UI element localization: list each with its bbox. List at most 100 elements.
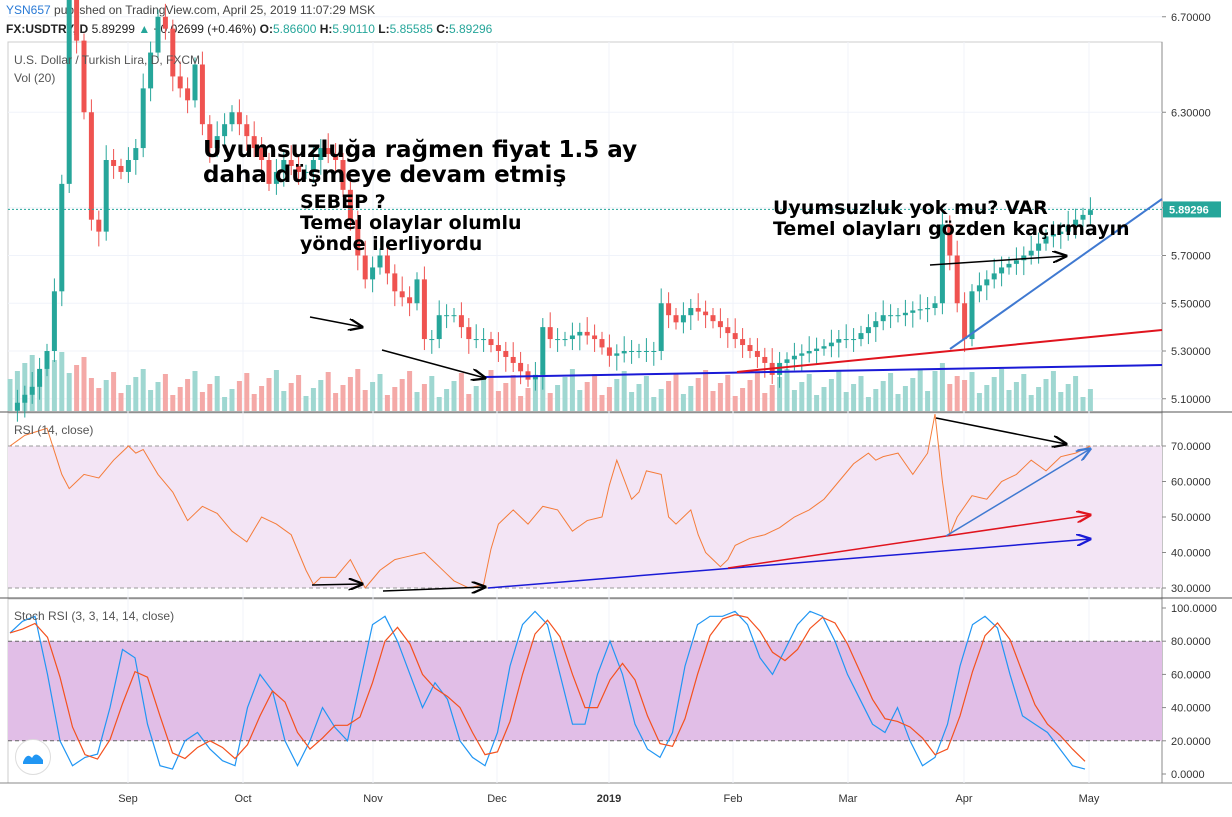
volume-bar	[288, 383, 294, 411]
candle-body	[251, 136, 257, 149]
candle-body	[895, 315, 901, 317]
annotation-line: yönde ilerliyordu	[300, 233, 483, 255]
volume-bar	[503, 383, 509, 411]
candle-body	[540, 327, 546, 375]
volume-bar	[303, 396, 309, 411]
support-trendline-light-blue	[949, 198, 1163, 350]
volume-bar	[947, 384, 953, 411]
open-value: 5.86600	[272, 22, 317, 36]
stoch-tick-label: 20.0000	[1171, 736, 1211, 748]
high-label: H:	[319, 22, 333, 36]
annotation-line: Uyumsuzluk yok mu? VAR	[773, 197, 1048, 219]
candle-body	[1036, 243, 1042, 251]
volume-bar	[710, 391, 716, 411]
volume-bar	[222, 397, 228, 411]
candle-body	[429, 339, 435, 341]
candle-body	[303, 171, 309, 173]
author-name[interactable]: YSN657	[6, 3, 51, 17]
volume-bar	[96, 388, 102, 411]
volume-bar	[828, 379, 834, 411]
volume-bar	[229, 389, 235, 411]
volume-bar	[991, 377, 997, 411]
volume-bar	[910, 378, 916, 411]
candle-body	[710, 315, 716, 322]
volume-bar	[458, 373, 464, 411]
candle-body	[999, 267, 1005, 274]
volume-bar	[851, 384, 857, 411]
candle-body	[481, 339, 487, 341]
tradingview-logo-icon[interactable]	[15, 739, 51, 775]
volume-bar	[888, 373, 894, 411]
volume-bar	[999, 369, 1005, 411]
volume-bar	[436, 397, 442, 411]
candle-body	[584, 331, 590, 336]
price-arrow	[381, 349, 485, 378]
price-tick-label: 5.50000	[1171, 298, 1211, 310]
volume-bar	[488, 370, 494, 411]
volume-bar	[969, 372, 975, 411]
volume-bar	[451, 381, 457, 411]
volume-bar	[103, 380, 109, 411]
volume-bar	[902, 386, 908, 411]
candle-body	[1065, 225, 1071, 232]
candle-body	[821, 346, 827, 349]
candle-body	[59, 183, 65, 292]
volume-bar	[814, 395, 820, 411]
candle-body	[37, 368, 43, 387]
candle-body	[1058, 231, 1064, 235]
volume-bar	[362, 390, 368, 411]
candle-body	[865, 327, 871, 334]
volume-bar	[658, 389, 664, 411]
volume-bar	[1080, 397, 1086, 411]
candle-body	[925, 308, 931, 310]
volume-bar	[784, 369, 790, 411]
volume-bar	[636, 384, 642, 411]
stoch-panel-title: Stoch RSI (3, 3, 14, 14, close)	[14, 609, 175, 623]
candle-body	[81, 40, 87, 113]
volume-bar	[962, 380, 968, 411]
volume-bar	[799, 382, 805, 411]
rsi-tick-label: 30.0000	[1171, 583, 1211, 595]
candle-body	[814, 348, 820, 351]
volume-bar	[577, 390, 583, 411]
candle-body	[155, 16, 161, 53]
annotation-reason-note: SEBEP ? Temel olaylar olumlu yönde ilerl…	[300, 192, 522, 255]
last-price-label: 5.89296	[1169, 204, 1209, 216]
volume-bar	[236, 381, 242, 411]
candle-body	[510, 356, 516, 363]
volume-bar	[629, 392, 635, 411]
candle-body	[488, 339, 494, 346]
time-tick-label: May	[1079, 793, 1100, 805]
volume-bar	[1013, 382, 1019, 411]
time-tick-label: 2019	[597, 793, 621, 805]
candle-body	[599, 339, 605, 348]
candle-body	[310, 160, 316, 172]
candle-body	[1050, 234, 1056, 237]
volume-bar	[399, 379, 405, 411]
candle-body	[436, 315, 442, 340]
volume-bar	[621, 371, 627, 411]
price-arrow	[929, 256, 1066, 266]
candle-body	[1087, 210, 1093, 215]
volume-bar	[525, 388, 531, 411]
rsi-line	[9, 413, 1091, 589]
rsi-band	[8, 446, 1162, 588]
volume-bar	[791, 390, 797, 411]
candle-body	[236, 112, 242, 125]
candle-body	[740, 339, 746, 346]
volume-bar	[133, 377, 139, 411]
candle-body	[555, 339, 561, 341]
volume-bar	[111, 372, 117, 411]
volume-bar	[421, 384, 427, 411]
price-tick-label: 6.70000	[1171, 12, 1211, 24]
candle-body	[725, 327, 731, 334]
volume-bar	[370, 382, 376, 411]
candle-body	[1043, 236, 1049, 244]
candle-body	[636, 351, 642, 352]
rsi-tick-label: 40.0000	[1171, 548, 1211, 560]
candle-body	[370, 267, 376, 280]
volume-bar	[118, 393, 124, 411]
volume-bar	[606, 387, 612, 411]
price-tick-label: 5.30000	[1171, 346, 1211, 358]
